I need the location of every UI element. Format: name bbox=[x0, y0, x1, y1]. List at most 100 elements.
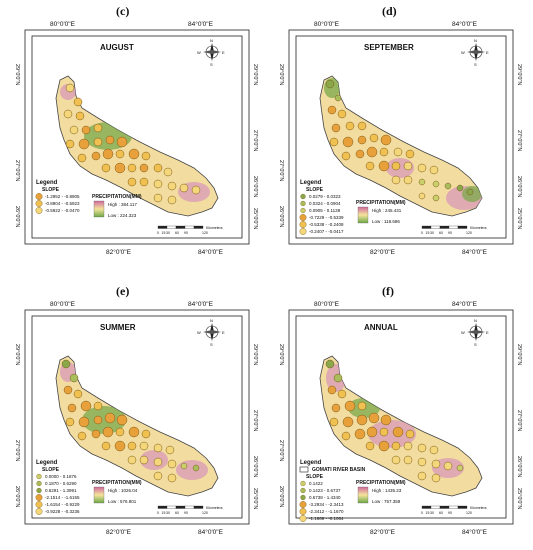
compass-icon: N S E W bbox=[197, 318, 225, 347]
slope-marker bbox=[403, 455, 413, 465]
lat-label-right: 29°0'0"N bbox=[252, 344, 258, 365]
basin-legend-label: GOMATI RIVER BASIN bbox=[312, 467, 366, 473]
slope-marker bbox=[341, 431, 351, 441]
lon-label-top-left: 80°0'0"E bbox=[50, 300, 76, 308]
scale-unit: Kilometers bbox=[470, 506, 487, 510]
slope-marker bbox=[191, 185, 201, 195]
slope-marker bbox=[418, 178, 426, 186]
lat-label-right: 25°0'0"N bbox=[516, 208, 522, 229]
scale-tick: 60 bbox=[439, 231, 443, 235]
slope-title: SLOPE bbox=[42, 467, 60, 473]
slope-class-swatch bbox=[299, 214, 307, 221]
slope-marker bbox=[153, 179, 163, 189]
slope-marker bbox=[337, 109, 347, 119]
lon-label-top-right: 84°0'0"E bbox=[452, 20, 478, 28]
panel-letter: (d) bbox=[382, 4, 397, 18]
slope-markers bbox=[325, 359, 464, 483]
compass-icon: N S E W bbox=[197, 38, 225, 67]
slope-marker bbox=[391, 455, 401, 465]
slope-marker bbox=[357, 135, 367, 145]
slope-marker bbox=[153, 193, 163, 203]
precip-title: PRECIPITATION(MM) bbox=[92, 480, 142, 486]
precip-title: PRECIPITATION(MM) bbox=[356, 200, 406, 206]
slope-marker bbox=[101, 163, 111, 173]
scale-tick: 120 bbox=[202, 511, 208, 515]
slope-marker bbox=[456, 184, 464, 192]
slope-marker bbox=[102, 148, 114, 160]
compass-s: S bbox=[474, 62, 477, 67]
lat-label-right: 29°0'0"N bbox=[252, 64, 258, 85]
slope-class-label: 0.0279 - 0.0323 bbox=[309, 194, 341, 199]
map-svg: 80°0'0"E 84°0'0"E 82°0'0"E 84°0'0"E 29°0'0"N… bbox=[278, 300, 522, 536]
precip-low-label: Low : 757.359 bbox=[372, 499, 401, 504]
basin-swatch bbox=[299, 466, 309, 473]
high-precip-zone bbox=[368, 420, 416, 448]
slope-marker bbox=[327, 105, 337, 115]
slope-class-label: -0.2407 - -0.0417 bbox=[309, 229, 344, 234]
slope-title: SLOPE bbox=[42, 187, 60, 193]
lat-label-left: 29°0'0"N bbox=[14, 64, 20, 85]
legend-title: Legend bbox=[36, 180, 58, 186]
lat-label-left: 27°0'0"N bbox=[14, 160, 20, 181]
precip-low-label: Low : 576.801 bbox=[108, 499, 137, 504]
slope-marker bbox=[456, 464, 464, 472]
slope-marker bbox=[153, 443, 163, 453]
slope-class-swatch bbox=[299, 221, 307, 228]
lat-label-left: 26°0'0"N bbox=[278, 206, 284, 227]
compass-n: N bbox=[210, 38, 213, 43]
slope-marker bbox=[114, 440, 126, 452]
lat-label-right: 27°0'0"N bbox=[516, 130, 522, 151]
slope-marker bbox=[115, 149, 125, 159]
slope-marker bbox=[368, 412, 380, 424]
slope-marker bbox=[344, 400, 356, 412]
slope-marker bbox=[192, 464, 200, 472]
slope-marker bbox=[127, 177, 137, 187]
slope-marker bbox=[67, 403, 77, 413]
slope-markers bbox=[325, 79, 474, 202]
slope-marker bbox=[167, 473, 177, 483]
slope-marker bbox=[65, 139, 75, 149]
slope-marker bbox=[403, 175, 413, 185]
lon-label-bottom-mid: 82°0'0"E bbox=[370, 248, 396, 256]
slope-class-swatch bbox=[36, 480, 42, 487]
slope-class-label: -3.2934 - -2.3413 bbox=[309, 502, 344, 507]
lon-label-bottom-mid: 82°0'0"E bbox=[370, 528, 396, 536]
slope-marker bbox=[128, 148, 140, 160]
slope-marker bbox=[431, 473, 441, 483]
slope-class-swatch bbox=[300, 207, 306, 214]
slope-class-swatch bbox=[300, 480, 306, 487]
slope-marker bbox=[380, 134, 392, 146]
lon-label-top-left: 80°0'0"E bbox=[314, 20, 340, 28]
scale-tick: 90 bbox=[184, 231, 188, 235]
slope-class-swatch bbox=[300, 193, 306, 200]
scale-tick: 15 bbox=[162, 231, 166, 235]
slope-class-swatch bbox=[300, 494, 306, 501]
compass-e: E bbox=[222, 50, 225, 55]
precip-low-label: Low : 224.323 bbox=[108, 213, 137, 218]
lat-label-left: 29°0'0"N bbox=[14, 344, 20, 365]
scale-tick: 0 bbox=[421, 231, 423, 235]
slope-class-swatch bbox=[299, 515, 307, 522]
lat-label-left: 29°0'0"N bbox=[278, 344, 284, 365]
scale-tick: 30 bbox=[166, 231, 170, 235]
slope-marker bbox=[417, 443, 427, 453]
slope-marker bbox=[165, 445, 175, 455]
slope-marker bbox=[73, 97, 83, 107]
slope-marker bbox=[65, 83, 75, 93]
slope-marker bbox=[93, 137, 103, 147]
slope-class-swatch bbox=[36, 487, 42, 494]
slope-class-label: -2.3412 - -1.1670 bbox=[309, 509, 344, 514]
slope-class-swatch bbox=[35, 200, 43, 207]
legend-title: Legend bbox=[300, 180, 322, 186]
lat-label-right: 26°0'0"N bbox=[252, 176, 258, 197]
slope-class-label: -1.2952 - -0.8905 bbox=[45, 194, 80, 199]
slope-marker bbox=[429, 165, 439, 175]
slope-class-swatch bbox=[35, 193, 43, 200]
slope-marker bbox=[337, 389, 347, 399]
slope-marker bbox=[153, 163, 163, 173]
slope-marker bbox=[180, 462, 188, 470]
slope-marker bbox=[105, 135, 115, 145]
slope-class-label: 0.1423 - 0.6737 bbox=[309, 488, 341, 493]
slope-marker bbox=[167, 459, 177, 469]
